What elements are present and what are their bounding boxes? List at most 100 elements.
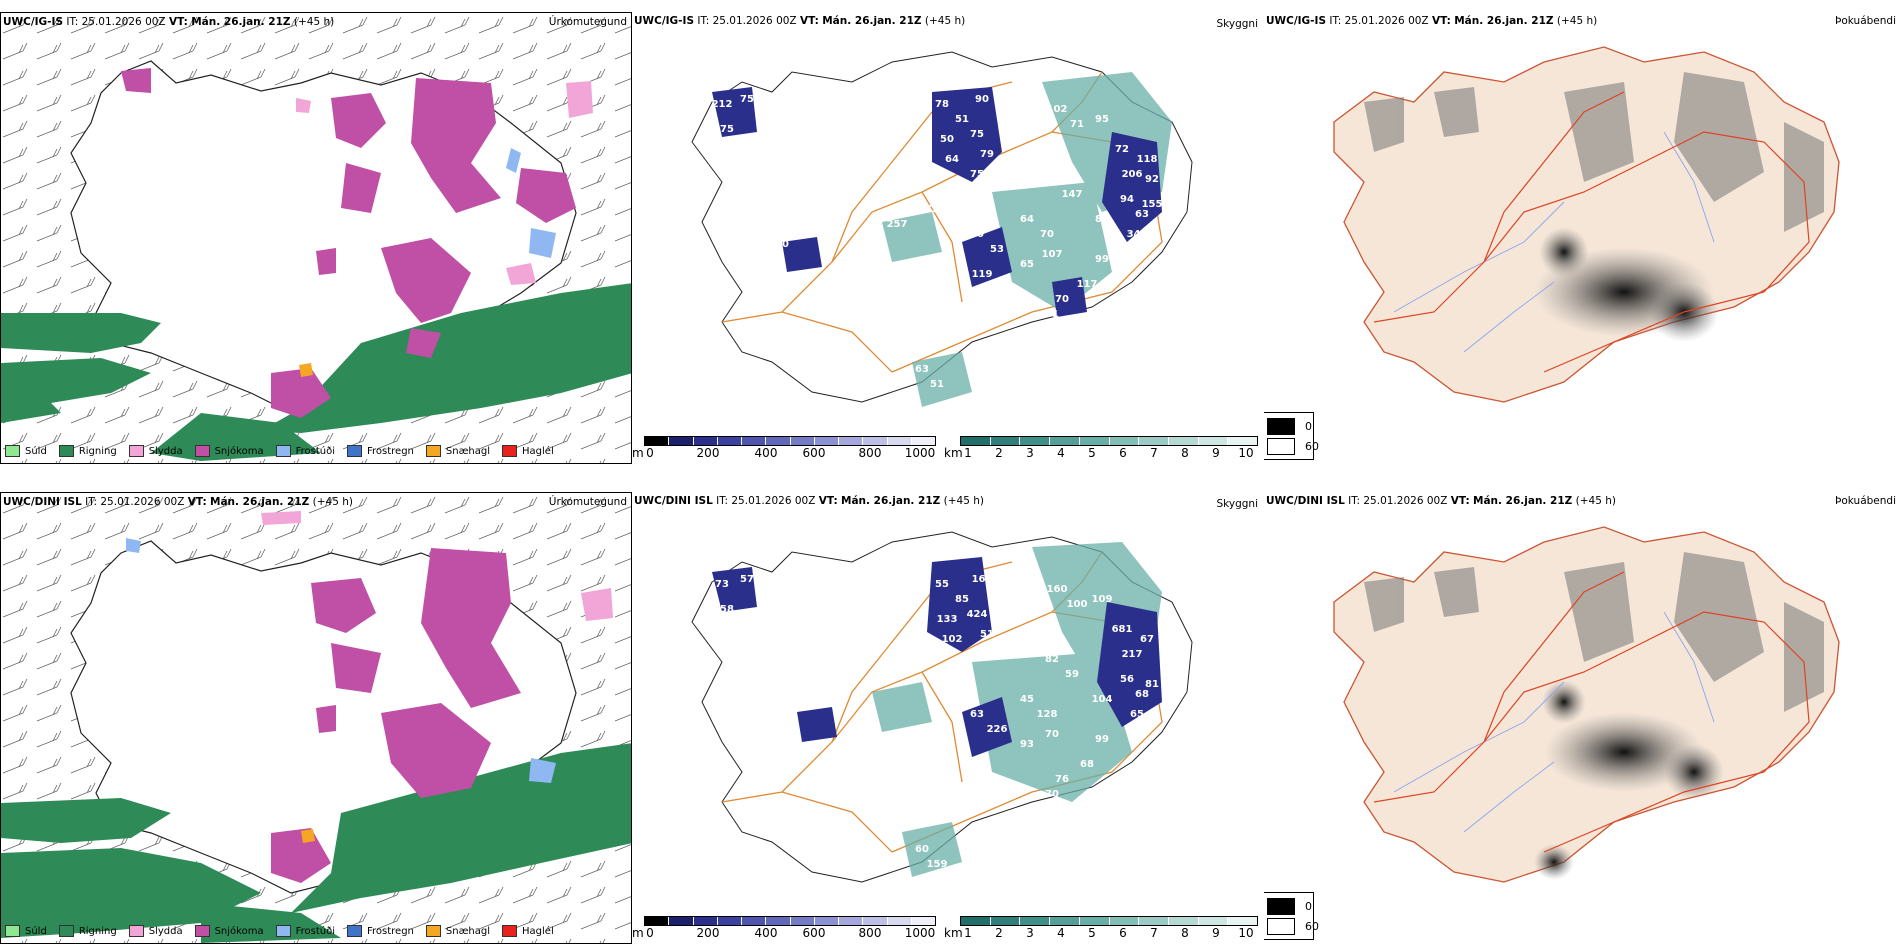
fog-panel-1: UWC/IG-IS IT: 25.01.2026 00Z VT: Mán. 26… [1264,12,1900,464]
legend-swatch [194,445,210,457]
snow-areas [271,548,521,883]
fog-legend-row: 60 [1267,918,1319,935]
fog-title-1: UWC/IG-IS IT: 25.01.2026 00Z VT: Mán. 26… [1266,15,1598,27]
visibility-color-7 [1168,437,1199,445]
cloudbase-tick: 200 [696,446,720,460]
cloud-base-number: 94 [1120,194,1134,205]
cloud-base-number: 55 [935,579,949,590]
legend-item: Snæhagl [425,925,490,937]
cloud-base-number: 58 [720,604,734,615]
cloudbase-color-7 [814,917,839,925]
fog-legend-row: 0 [1267,898,1312,915]
cloudbase-color-1 [669,437,694,445]
visibility-tick: 6 [1119,926,1127,940]
cloud-base-number: 71 [1045,309,1059,320]
cloudbase-tick: 800 [858,926,882,940]
legend-item: Slydda [128,925,183,937]
visibility-tick: 10 [1238,446,1254,460]
cloud-base-number: 70 [1040,229,1054,240]
cloud-base-number: 85 [955,594,969,605]
cloudbase-tick: 0 [646,446,654,460]
freezing-drizzle-areas [126,538,556,783]
cloudbase-color-5 [766,917,791,925]
fog-label-1: Þokuábendi [1835,15,1896,27]
cloud-base-number: 67 [1140,634,1154,645]
visibility-tick: 5 [1088,926,1096,940]
cloud-base-number: 81 [1145,679,1159,690]
cloudbase-tick: 800 [858,446,882,460]
visibility-color-1 [990,437,1021,445]
visibility-color-8 [1198,917,1229,925]
river-network [1393,611,1715,833]
legend-item: Slydda [128,445,183,457]
cloud-base-number: 76 [1055,774,1069,785]
legend-swatch [5,925,20,937]
visibility-color-9 [1228,917,1258,925]
visibility-panel-1: 212 75 75 78 51 90 50 75 64 79 75 102 71 95 72 206 118 11… [632,12,1264,464]
cloudbase-color-6 [790,437,815,445]
cloud-base-number: 75 [720,124,734,135]
cloud-base-number: 95 [1095,114,1109,125]
cloud-base-number: 51 [955,114,969,125]
legend-item: Rigning [58,445,117,457]
precip-legend-2: Súld Rigning Slydda Snjókoma Frostúði Fr… [5,925,554,937]
cloud-base-number: 70 [1055,294,1069,305]
cloud-base-number: 18 [1125,254,1139,265]
cloud-base-number: 64 [945,154,959,165]
cloud-base-number: 110 [1042,174,1063,185]
cloud-base-number: 159 [927,859,948,870]
visibility-tick: 10 [1238,926,1254,940]
visibility-tick: 4 [1057,926,1065,940]
cloudbase-colorbar-2: m 0 200 400 600 800 1000 [632,916,942,942]
freezing-drizzle-areas [506,148,556,258]
sleet-areas [261,511,613,621]
cloud-base-number: 65 [1130,709,1144,720]
visibility-color-2 [1020,917,1051,925]
visibility-title-1: UWC/IG-IS IT: 25.01.2026 00Z VT: Mán. 26… [634,15,966,27]
cloud-base-number: 206 [1122,169,1143,180]
road-network [1373,91,1810,373]
mountain-shading [1364,72,1824,232]
cloudbase-color-7 [814,437,839,445]
cloudbase-color-6 [790,917,815,925]
legend-item: Rigning [58,925,117,937]
visibility-color-0 [961,917,991,925]
fog-legend-1: 0 60 [1264,412,1319,460]
visibility-color-5 [1109,917,1140,925]
visibility-label-1: Skyggni [1216,18,1259,30]
mountain-shading [1364,552,1824,712]
cloud-base-number: 63 [1135,209,1149,220]
visibility-strip [960,436,1258,446]
visibility-color-6 [1139,437,1169,445]
cloud-base-number: 60 [970,229,984,240]
cloud-base-number: 424 [967,609,988,620]
precip-title-2: UWC/DINI ISL IT: 25.01.2026 00Z VT: Mán.… [3,496,353,508]
legend-item: Frostregn [347,925,414,937]
cloud-base-number: 75 [740,94,754,105]
cloud-base-number: 257 [887,219,908,230]
cloud-base-number: 100 [1067,599,1088,610]
cloud-base-number: 45 [1020,694,1034,705]
visibility-panel-2: 73 57 58 55 85 161 133 424 102 51 99 160 100 109 681 21… [632,492,1264,944]
cloud-base-number: 104 [1092,694,1113,705]
legend-swatch [194,925,210,937]
cloud-base-number: 155 [1142,199,1163,210]
cloud-base-number: 57 [740,574,754,585]
visibility-tick: 4 [1057,446,1065,460]
cloudbase-color-0 [645,437,670,445]
legend-swatch [347,925,362,937]
low-cloud-areas [712,87,1162,317]
cloud-base-number: 60 [915,844,929,855]
precip-title-1: UWC/IG-IS IT: 25.01.2026 00Z VT: Mán. 26… [3,16,335,28]
cloud-base-number: 107 [1042,249,1063,260]
visibility-tick: 9 [1212,446,1220,460]
visibility-tick: 3 [1026,446,1034,460]
cloud-base-number: 118 [1137,154,1158,165]
cloud-base-number: 68 [1080,759,1094,770]
sleet-areas [296,81,593,285]
snow-areas [121,68,576,418]
cloud-base-number: 212 [712,99,733,110]
visibility-tick: 9 [1212,926,1220,940]
